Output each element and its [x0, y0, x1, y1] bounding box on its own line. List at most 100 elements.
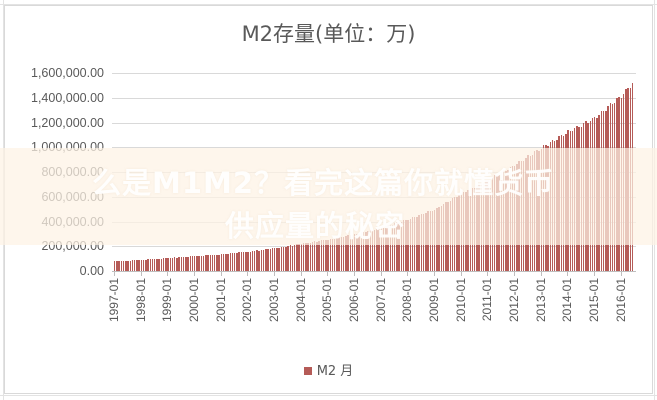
bar[interactable]: [291, 245, 294, 271]
bar[interactable]: [629, 88, 631, 271]
bar[interactable]: [191, 256, 194, 271]
bar[interactable]: [260, 250, 263, 271]
bar[interactable]: [302, 243, 305, 271]
bar[interactable]: [589, 121, 591, 271]
bar[interactable]: [140, 259, 143, 271]
bar[interactable]: [158, 258, 160, 271]
bar[interactable]: [149, 259, 151, 271]
bar[interactable]: [314, 241, 316, 271]
bar[interactable]: [254, 250, 256, 271]
bar[interactable]: [267, 249, 269, 271]
bar[interactable]: [209, 255, 211, 271]
bar[interactable]: [147, 259, 149, 271]
bar[interactable]: [385, 226, 387, 271]
bar[interactable]: [591, 117, 594, 271]
bar[interactable]: [294, 245, 296, 271]
bar[interactable]: [398, 222, 400, 271]
bar[interactable]: [454, 197, 456, 271]
bar[interactable]: [467, 190, 469, 271]
bar[interactable]: [402, 220, 405, 271]
bar[interactable]: [602, 110, 605, 271]
bar[interactable]: [238, 252, 240, 271]
bar[interactable]: [420, 213, 423, 271]
bar[interactable]: [427, 211, 429, 271]
bar[interactable]: [442, 204, 445, 271]
bar[interactable]: [251, 251, 254, 271]
bar[interactable]: [236, 253, 238, 271]
bar[interactable]: [462, 192, 465, 271]
bar[interactable]: [116, 261, 118, 271]
bar[interactable]: [329, 238, 331, 271]
bar[interactable]: [114, 261, 116, 271]
bar[interactable]: [347, 235, 349, 271]
bar[interactable]: [440, 206, 443, 271]
bar[interactable]: [274, 248, 276, 271]
bar[interactable]: [185, 256, 187, 271]
bar[interactable]: [571, 131, 574, 271]
bar[interactable]: [316, 241, 318, 271]
bar[interactable]: [409, 218, 411, 271]
bar[interactable]: [360, 232, 363, 271]
bar[interactable]: [169, 258, 171, 271]
bar[interactable]: [242, 252, 245, 271]
bar[interactable]: [600, 110, 603, 271]
bar[interactable]: [340, 237, 343, 271]
bar[interactable]: [307, 242, 309, 271]
bar[interactable]: [456, 197, 458, 271]
bar[interactable]: [280, 246, 283, 271]
bar[interactable]: [234, 253, 236, 271]
bar[interactable]: [278, 247, 280, 271]
bar[interactable]: [374, 229, 376, 271]
bar[interactable]: [198, 255, 200, 271]
bar[interactable]: [429, 210, 431, 271]
bar[interactable]: [611, 104, 614, 271]
bar[interactable]: [122, 260, 125, 271]
bar[interactable]: [365, 231, 367, 271]
bar[interactable]: [134, 260, 136, 271]
bar[interactable]: [362, 231, 365, 271]
bar[interactable]: [565, 134, 567, 271]
bar[interactable]: [285, 246, 287, 271]
bar[interactable]: [120, 261, 123, 271]
bar[interactable]: [582, 122, 585, 271]
bar[interactable]: [560, 134, 563, 271]
bar[interactable]: [282, 246, 285, 271]
bar[interactable]: [449, 200, 451, 271]
bar[interactable]: [336, 237, 338, 271]
bar[interactable]: [578, 126, 580, 271]
bar[interactable]: [156, 258, 158, 271]
bar[interactable]: [271, 248, 274, 271]
bar[interactable]: [434, 209, 436, 271]
bar[interactable]: [325, 240, 327, 271]
bar[interactable]: [178, 257, 180, 271]
bar[interactable]: [625, 88, 627, 271]
bar[interactable]: [609, 103, 611, 271]
bar[interactable]: [231, 253, 234, 271]
bar[interactable]: [345, 235, 347, 271]
bar[interactable]: [216, 254, 218, 271]
bar[interactable]: [305, 242, 307, 271]
bar[interactable]: [371, 229, 374, 271]
bar[interactable]: [431, 211, 434, 271]
bar[interactable]: [382, 227, 385, 271]
bar[interactable]: [196, 255, 198, 271]
bar[interactable]: [414, 216, 416, 271]
bar[interactable]: [298, 244, 300, 271]
bar[interactable]: [569, 130, 571, 271]
bar[interactable]: [174, 257, 176, 271]
bar[interactable]: [356, 233, 358, 271]
bar[interactable]: [425, 213, 427, 271]
bar[interactable]: [416, 216, 418, 271]
bar[interactable]: [154, 259, 156, 271]
bar[interactable]: [125, 260, 127, 271]
bar[interactable]: [554, 140, 556, 271]
bar[interactable]: [585, 121, 587, 271]
bar[interactable]: [607, 106, 609, 271]
bar[interactable]: [618, 96, 620, 271]
bar[interactable]: [200, 255, 203, 271]
bar[interactable]: [562, 136, 565, 271]
bar[interactable]: [620, 97, 623, 271]
bar[interactable]: [387, 225, 389, 271]
bar[interactable]: [265, 249, 267, 271]
bar[interactable]: [194, 256, 196, 271]
